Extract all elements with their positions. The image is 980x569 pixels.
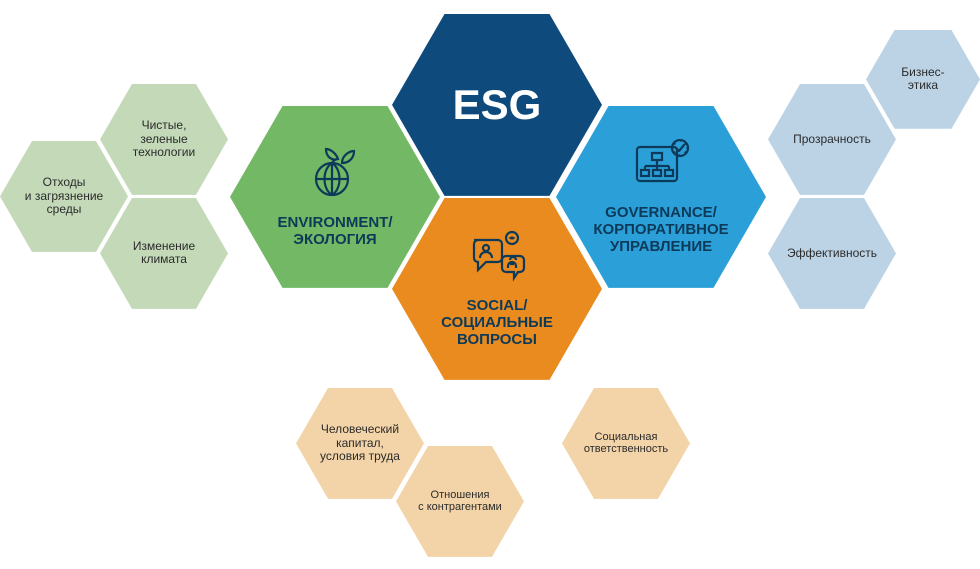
globe-leaf-icon-wrap	[308, 145, 362, 204]
chat-people-icon	[468, 230, 526, 282]
hex-label-env-clean: Чистые, зеленые технологии	[127, 119, 201, 160]
hex-governance: GOVERNANCE/ КОРПОРАТИВНОЕ УПРАВЛЕНИЕ	[556, 106, 766, 288]
hex-label-gov-transparency: Прозрачность	[787, 133, 877, 147]
hex-soc-partners: Отношения с контрагентами	[396, 446, 524, 557]
diagram-stage: ESG ENVIRONMENT/ ЭКОЛОГИЯ SOCIAL/ СОЦИАЛ…	[0, 0, 980, 569]
hex-env-waste: Отходы и загрязнение среды	[0, 141, 128, 252]
hex-soc-capital: Человеческий капитал, условия труда	[296, 388, 424, 499]
hex-gov-transparency: Прозрачность	[768, 84, 896, 195]
hex-label-env-climate: Изменение климата	[127, 240, 201, 268]
hex-label-social: SOCIAL/ СОЦИАЛЬНЫЕ ВОПРОСЫ	[435, 297, 559, 349]
hex-label-environment: ENVIRONMENT/ ЭКОЛОГИЯ	[271, 214, 398, 249]
hex-env-clean: Чистые, зеленые технологии	[100, 84, 228, 195]
hex-gov-ethics: Бизнес- этика	[866, 30, 980, 129]
hex-env-climate: Изменение климата	[100, 198, 228, 309]
globe-leaf-icon	[308, 145, 362, 199]
hex-label-gov-ethics: Бизнес- этика	[895, 66, 950, 94]
hex-label-soc-resp: Социальная ответственность	[578, 431, 674, 456]
hex-label-soc-capital: Человеческий капитал, условия труда	[314, 423, 406, 464]
hex-label-esg: ESG	[447, 81, 548, 129]
hex-gov-efficiency: Эффективность	[768, 198, 896, 309]
hex-soc-resp: Социальная ответственность	[562, 388, 690, 499]
org-board-icon	[631, 139, 691, 189]
hex-label-soc-partners: Отношения с контрагентами	[412, 489, 508, 514]
hex-label-governance: GOVERNANCE/ КОРПОРАТИВНОЕ УПРАВЛЕНИЕ	[587, 204, 734, 256]
org-board-icon-wrap	[631, 139, 691, 194]
chat-people-icon-wrap	[468, 230, 526, 287]
hex-label-env-waste: Отходы и загрязнение среды	[19, 176, 109, 217]
hex-label-gov-efficiency: Эффективность	[781, 247, 883, 261]
